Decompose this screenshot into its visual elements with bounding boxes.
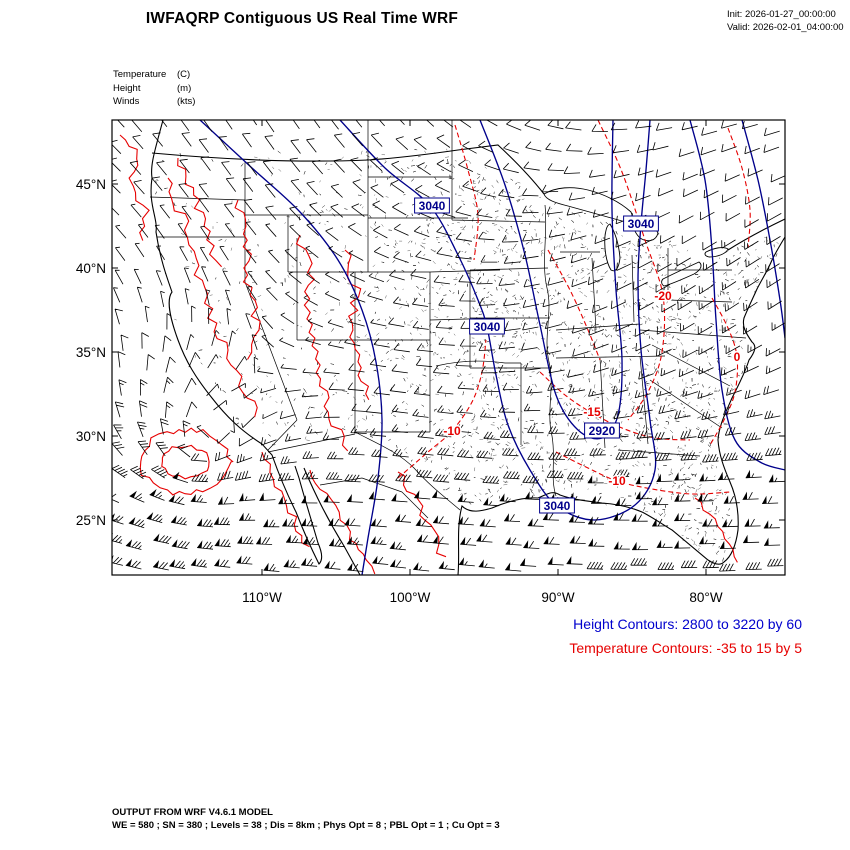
legend-row-height: Height (m) — [113, 82, 195, 96]
coastline — [150, 120, 323, 565]
map-frame — [111, 119, 786, 576]
temperature-contour-loop — [139, 427, 234, 496]
height-contour-label: 3040 — [419, 199, 446, 213]
run-times: Init: 2026-01-27_00:00:00 Valid: 2026-02… — [727, 8, 844, 34]
lat-tick-label: 40°N — [76, 261, 106, 276]
mexico-west-coast — [303, 467, 361, 575]
temperature-contour-line — [454, 124, 479, 261]
temp-contour-label: -15 — [583, 405, 601, 419]
height-label-box — [623, 215, 659, 232]
axis-labels: 45°N 40°N 35°N 30°N 25°N 110°W 100°W 90°W 80°W — [76, 120, 785, 605]
valid-time: Valid: 2026-02-01_04:00:00 — [727, 22, 844, 33]
height-contour-label: 3040 — [474, 320, 501, 334]
height-label-box — [539, 497, 575, 514]
temp-contour-label: -10 — [608, 474, 626, 488]
lon-tick-label: 90°W — [541, 590, 574, 605]
lat-tick-label: 25°N — [76, 513, 106, 528]
field-legend: Temperature (C) Height (m) Winds (kts) — [113, 68, 195, 109]
temperature-contour-line — [597, 120, 666, 421]
lon-tick-label: 80°W — [689, 590, 722, 605]
lon-tick-label: 110°W — [242, 590, 282, 605]
temperature-contour-line — [167, 177, 258, 418]
wind-barb-shafts — [112, 120, 785, 572]
model-version-line: OUTPUT FROM WRF V4.6.1 MODEL — [112, 807, 273, 818]
legend-row-temperature: Temperature (C) — [113, 68, 195, 82]
temperature-contour-line — [119, 134, 150, 241]
legend-winds-label: Winds — [113, 96, 140, 107]
temperature-contour-line — [177, 157, 223, 268]
temperature-contour-line — [397, 339, 487, 479]
height-contour-label: 2920 — [589, 424, 616, 438]
height-contour-info: Height Contours: 2800 to 3220 by 60 — [573, 616, 802, 632]
legend-winds-unit: (kts) — [177, 96, 196, 107]
wind-barb-pennants — [112, 469, 774, 571]
legend-height-unit: (m) — [177, 82, 192, 94]
temperature-contour-line — [309, 469, 376, 575]
canada-border-east — [727, 218, 785, 251]
gulf-atlantic-coast — [457, 236, 785, 575]
height-label-box — [584, 422, 620, 439]
lake-ontario — [704, 247, 729, 258]
temperature-contour-line — [295, 234, 349, 452]
plot-title: IWFAQRP Contiguous US Real Time WRF — [145, 10, 459, 27]
init-time: Init: 2026-01-27_00:00:00 — [727, 9, 836, 20]
legend-row-winds: Winds (kts) — [113, 95, 195, 109]
temperature-contour-line — [344, 249, 370, 401]
temperature-contour-info: Temperature Contours: -35 to 15 by 5 — [569, 640, 802, 656]
canada-border-west — [151, 144, 545, 195]
temperature-contour-line — [709, 297, 739, 446]
lake-erie — [661, 261, 702, 287]
temperature-contour-line — [234, 199, 261, 360]
lake-michigan — [604, 223, 621, 272]
model-config-line: WE = 580 ; SN = 380 ; Levels = 38 ; Dis … — [112, 820, 500, 831]
legend-height-label: Height — [113, 82, 141, 94]
temperature-contour-line — [727, 127, 751, 249]
contour-info-block: Height Contours: 2800 to 3220 by 60 Temp… — [400, 612, 802, 660]
legend-temperature-label: Temperature — [113, 69, 167, 80]
lon-tick-label: 100°W — [390, 590, 431, 605]
height-contours — [199, 120, 785, 575]
height-label-box — [414, 197, 450, 214]
temperature-contour-line — [547, 249, 601, 361]
temperature-contour-line — [694, 497, 738, 563]
temperature-contour-line — [397, 471, 447, 558]
temperature-contour-loop — [161, 444, 210, 480]
lat-tick-label: 45°N — [76, 177, 106, 192]
model-config-note: OUTPUT FROM WRF V4.6.1 MODEL WE = 580 ; … — [112, 806, 500, 832]
temperature-contour-line — [555, 451, 731, 495]
temp-contour-label: 0 — [734, 350, 741, 364]
legend-temperature-unit: (C) — [177, 69, 191, 80]
temp-contour-label: -20 — [654, 289, 672, 303]
height-label-box — [469, 318, 505, 335]
lat-tick-label: 35°N — [76, 345, 106, 360]
height-contour-label: 3040 — [628, 217, 655, 231]
wind-barbs — [112, 120, 785, 572]
temp-contour-label: -10 — [443, 424, 461, 438]
temperature-contour-line — [261, 451, 310, 548]
lake-superior — [543, 187, 633, 222]
contour-labels: 3040 3040 3040 2920 3040 -20 0 -15 -10 -10 — [414, 197, 742, 515]
lat-tick-label: 30°N — [76, 429, 106, 444]
height-contour-label: 3040 — [544, 499, 571, 513]
